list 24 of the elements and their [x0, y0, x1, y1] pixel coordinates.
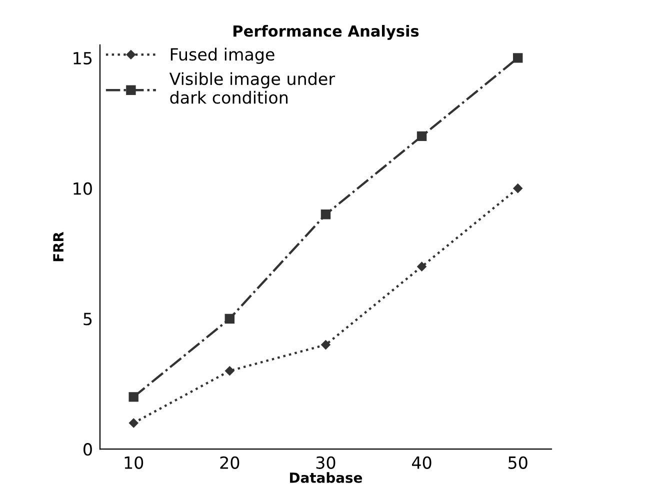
point: [128, 392, 138, 402]
point: [513, 184, 522, 193]
y-tick-label: 5: [84, 312, 92, 326]
point: [128, 418, 138, 428]
point: [320, 210, 331, 220]
x-tick-label: 20: [220, 456, 240, 469]
point: [321, 340, 330, 350]
y-tick-label: 10: [74, 182, 92, 195]
point: [417, 262, 426, 272]
legend-label: Visible image under dark condition: [169, 72, 336, 104]
point: [416, 131, 427, 142]
point: [225, 366, 234, 376]
x-tick-label: 40: [412, 456, 432, 469]
x-tick-label: 50: [508, 456, 528, 469]
x-axis-title: Database: [290, 472, 362, 483]
point: [224, 314, 235, 324]
legend-label: Fused image: [170, 48, 274, 64]
y-tick-label: 0: [84, 443, 92, 456]
x-tick-label: 10: [124, 456, 144, 469]
x-tick-label: 30: [316, 456, 336, 469]
point: [512, 53, 523, 63]
y-tick-label: 15: [74, 52, 92, 65]
y-axis-title: FRR: [53, 232, 64, 262]
chart-title: Performance Analysis: [234, 24, 419, 40]
